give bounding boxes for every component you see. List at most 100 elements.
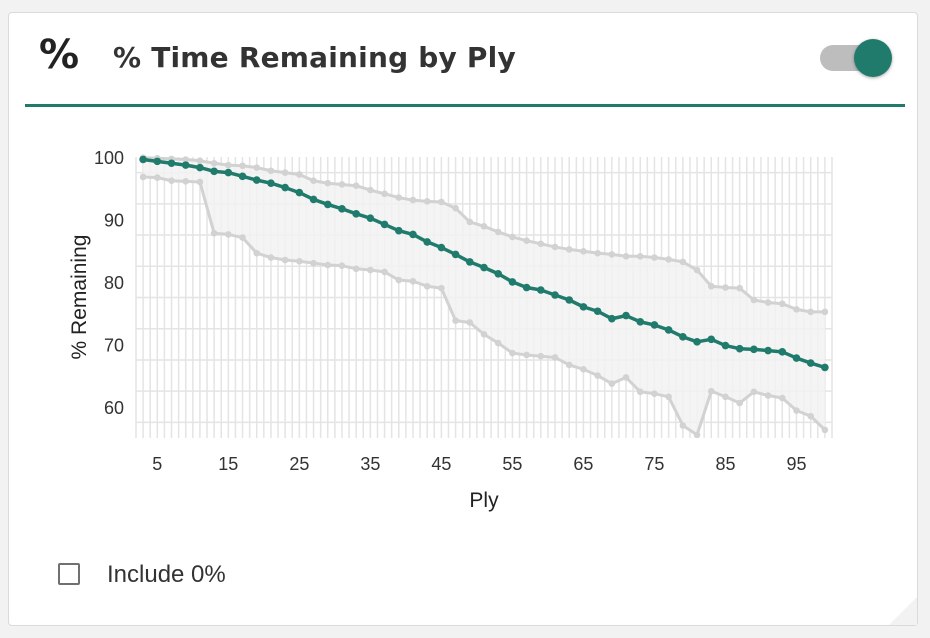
median-series-point: [196, 163, 204, 172]
upper-series-point: [807, 308, 814, 316]
lower-series-point: [509, 349, 516, 357]
lower-series-point: [736, 399, 743, 407]
card-title: % Time Remaining by Ply: [113, 41, 516, 74]
median-series-point: [622, 311, 630, 320]
lower-series-point: [793, 407, 800, 414]
median-series-point: [735, 344, 744, 353]
lower-series-point: [665, 393, 672, 401]
lower-series-point: [750, 388, 758, 396]
x-tick-label: 95: [786, 454, 806, 474]
median-series-point: [281, 183, 289, 192]
toggle-knob: [854, 39, 892, 77]
upper-series-point: [722, 284, 729, 291]
lower-series-point: [352, 265, 360, 273]
lower-series-point: [778, 394, 786, 402]
median-series-point: [338, 205, 346, 213]
upper-series-point: [636, 252, 644, 260]
median-series-point: [210, 167, 218, 176]
upper-series-point: [509, 233, 516, 241]
include-zero-checkbox[interactable]: [58, 563, 80, 585]
median-series-point: [267, 179, 275, 188]
median-series-point: [593, 307, 602, 316]
lower-series-point: [722, 393, 729, 401]
upper-series-point: [537, 240, 545, 248]
y-tick-label: 90: [104, 210, 124, 230]
median-series-point: [608, 314, 616, 323]
lower-series-point: [210, 229, 218, 237]
upper-series-point: [438, 198, 445, 206]
median-series-point: [664, 326, 673, 334]
x-tick-label: 15: [218, 454, 238, 474]
upper-series-point: [225, 161, 232, 169]
median-series-point: [636, 318, 645, 326]
median-series-point: [522, 283, 531, 292]
median-series-point: [394, 226, 403, 235]
upper-series-point: [452, 204, 459, 212]
y-tick-label: 80: [104, 273, 124, 293]
median-series-point: [139, 155, 147, 164]
upper-series-point: [736, 284, 743, 292]
median-series-point: [778, 348, 787, 356]
upper-series-point: [821, 308, 829, 316]
chart-toggle-switch[interactable]: [820, 39, 894, 79]
lower-series-point: [196, 178, 204, 186]
lower-series-point: [438, 284, 445, 292]
median-series-point: [721, 341, 730, 350]
lower-series-point: [693, 431, 701, 439]
lower-series-point: [821, 426, 829, 434]
lower-series-point: [807, 412, 814, 420]
upper-series-point: [338, 181, 346, 188]
upper-series-point: [310, 177, 317, 185]
y-tick-label: 70: [104, 335, 124, 355]
median-series-point: [224, 168, 233, 177]
lower-series-point: [537, 352, 545, 360]
lower-series-point: [551, 354, 559, 361]
percent-icon: %: [39, 32, 80, 78]
lower-series-point: [580, 366, 587, 373]
median-series-point: [309, 195, 318, 204]
y-tick-label: 100: [94, 148, 124, 168]
median-series-point: [750, 345, 758, 354]
median-series-point: [508, 278, 517, 286]
upper-series-point: [693, 266, 701, 274]
range-band: [143, 157, 825, 435]
upper-series-point: [594, 249, 601, 257]
x-tick-label: 75: [644, 454, 664, 474]
lower-series-point: [452, 317, 459, 324]
card-corner: [889, 597, 917, 625]
upper-series-point: [523, 237, 530, 244]
lower-series-point: [253, 249, 261, 257]
lower-series-point: [622, 374, 630, 381]
x-tick-label: 55: [502, 454, 522, 474]
upper-series-point: [367, 186, 374, 194]
lower-series-point: [608, 380, 616, 387]
median-series-point: [650, 321, 659, 329]
upper-series-point: [580, 247, 587, 255]
median-series-point: [693, 338, 701, 346]
lower-series-point: [494, 339, 502, 347]
upper-series-point: [494, 228, 502, 236]
upper-series-point: [480, 223, 488, 230]
median-series-point: [366, 214, 375, 222]
lower-series-point: [182, 178, 190, 185]
upper-series-point: [296, 171, 303, 178]
upper-series-point: [778, 300, 786, 308]
upper-series-point: [466, 218, 474, 226]
lower-series-point: [480, 331, 488, 338]
lower-series-point: [707, 387, 715, 395]
upper-series-point: [750, 296, 758, 304]
x-tick-label: 65: [573, 454, 593, 474]
median-series-point: [323, 200, 332, 209]
x-tick-label: 85: [715, 454, 735, 474]
upper-series-point: [352, 182, 360, 190]
lower-series-point: [523, 351, 530, 359]
median-series-point: [295, 188, 304, 197]
median-series-point: [181, 161, 190, 169]
median-series-point: [238, 172, 247, 181]
median-series-point: [551, 291, 559, 299]
upper-series-point: [565, 246, 573, 253]
lower-series-point: [281, 256, 289, 264]
upper-series-point: [182, 156, 190, 163]
lower-series-point: [310, 259, 317, 267]
